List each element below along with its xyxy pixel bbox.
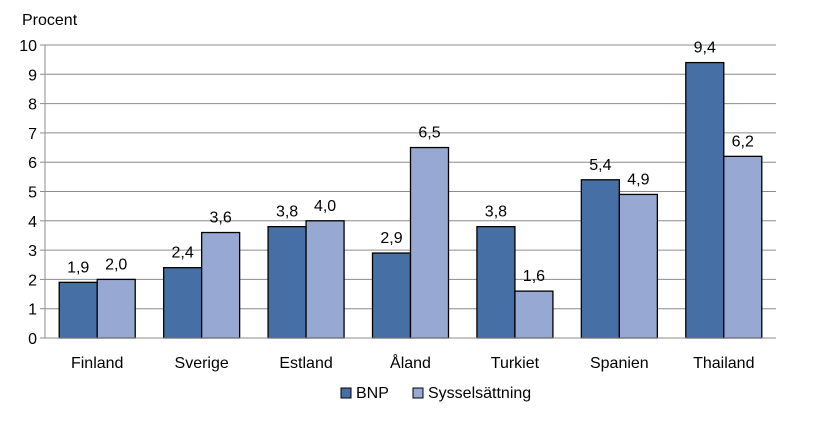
- axes: [40, 44, 776, 339]
- data-label: 1,6: [523, 268, 545, 285]
- bar-sysselsättning-spanien: [618, 193, 659, 339]
- data-labels: 1,9 2,0 2,4 3,6 3,8 4,0 2,9 6,5 3,8 1,6 5,4 4,9 9,4 6…: [67, 40, 754, 286]
- data-label: 1,9: [67, 259, 89, 276]
- data-label: 4,0: [314, 198, 336, 215]
- y-tick-label: 9: [28, 67, 37, 84]
- legend-swatch-bnp: [340, 387, 352, 399]
- bar-sysselsättning-turkiet: [514, 290, 554, 339]
- y-tick-label: 0: [28, 331, 37, 348]
- bar-sysselsättning-thailand: [723, 155, 763, 339]
- x-category-label: Finland: [71, 355, 123, 372]
- y-tick-label: 3: [28, 243, 37, 260]
- legend: BNP Sysselsättning: [340, 385, 531, 402]
- bar-bnp-finland: [58, 281, 98, 339]
- x-category-label: Spanien: [590, 355, 649, 372]
- x-axis-categories: Finland Sverige Estland Åland Turkiet Spanien…: [71, 353, 755, 372]
- data-label: 6,5: [418, 125, 440, 142]
- x-category-label: Sverige: [175, 355, 229, 372]
- data-label: 5,4: [589, 157, 611, 174]
- data-label: 2,9: [380, 230, 402, 247]
- legend-label: BNP: [356, 385, 389, 402]
- data-label: 2,0: [105, 256, 127, 273]
- bar-sysselsättning-sverige: [200, 231, 241, 339]
- bar-bnp-spanien: [580, 179, 621, 339]
- y-tick-label: 4: [28, 214, 37, 231]
- bar-bnp-åland: [371, 252, 412, 339]
- y-tick-label: 10: [19, 38, 37, 55]
- y-tick-label: 5: [28, 185, 37, 202]
- x-category-label: Thailand: [693, 355, 754, 372]
- legend-label: Sysselsättning: [428, 385, 531, 402]
- bar-bnp-estland: [267, 226, 307, 339]
- data-label: 2,4: [172, 245, 194, 262]
- data-label: 9,4: [694, 40, 716, 57]
- bar-sysselsättning-åland: [409, 146, 450, 339]
- data-label: 3,8: [276, 204, 298, 221]
- legend-swatch-sysselsättning: [412, 387, 424, 399]
- data-label: 6,2: [732, 133, 754, 150]
- bar-sysselsättning-estland: [305, 220, 345, 339]
- bar-bnp-sverige: [162, 267, 203, 339]
- data-label: 3,8: [485, 204, 507, 221]
- y-axis-ticks: 0 1 2 3 4 5 6 7 8 9 10: [19, 38, 37, 348]
- x-category-label: Åland: [390, 353, 431, 372]
- y-tick-label: 7: [28, 126, 37, 143]
- bar-bnp-thailand: [685, 61, 725, 339]
- data-label: 3,6: [210, 210, 232, 227]
- bar-sysselsättning-finland: [96, 278, 136, 339]
- y-tick-label: 2: [28, 272, 37, 289]
- data-label: 4,9: [627, 171, 649, 188]
- y-axis-title: Procent: [22, 12, 78, 29]
- bar-bnp-turkiet: [476, 226, 516, 339]
- y-tick-label: 6: [28, 155, 37, 172]
- y-tick-label: 8: [28, 97, 37, 114]
- y-tick-label: 1: [28, 302, 37, 319]
- x-category-label: Turkiet: [491, 355, 540, 372]
- x-category-label: Estland: [279, 355, 332, 372]
